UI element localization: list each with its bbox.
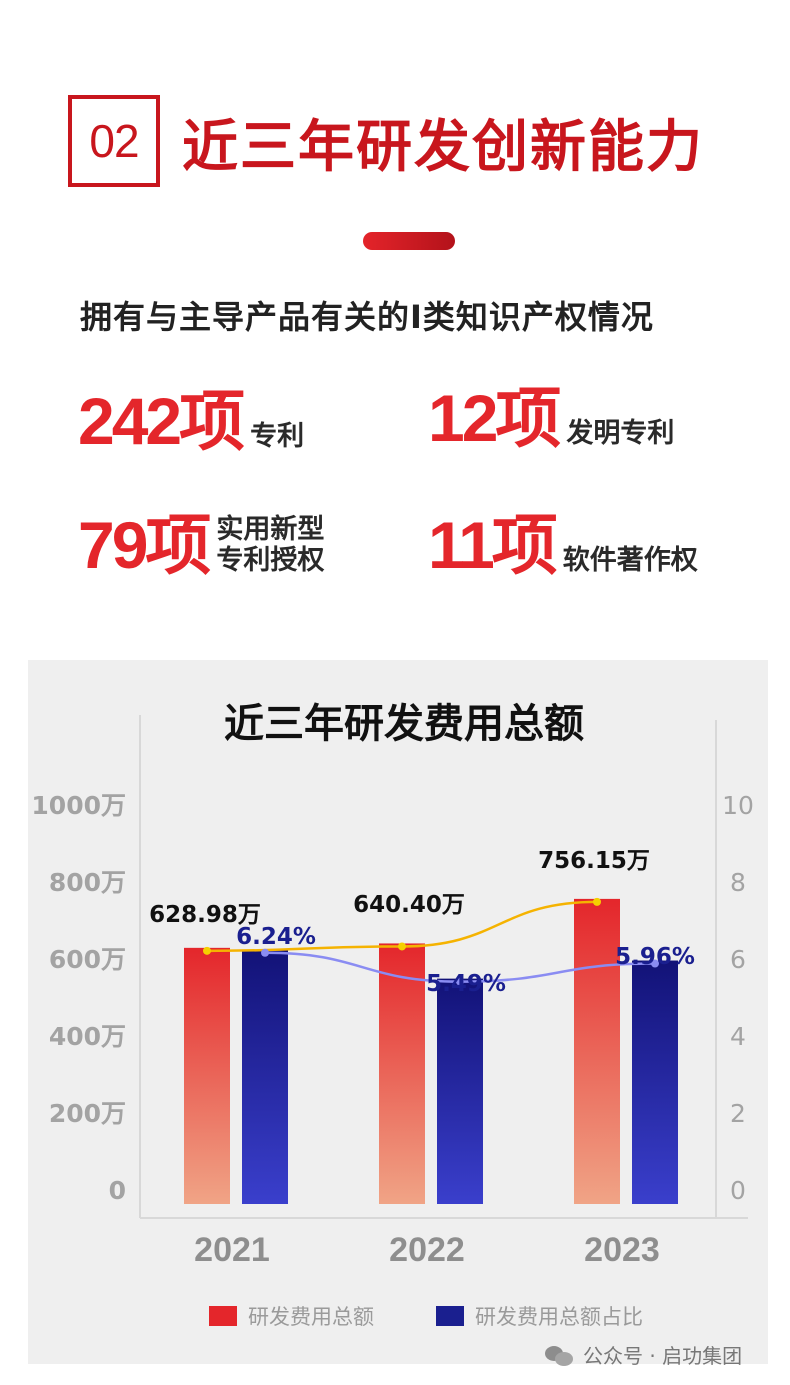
section-subtitle: 拥有与主导产品有关的I类知识产权情况 [80, 298, 654, 336]
x-axis-tick-label: 2022 [389, 1231, 465, 1269]
data-label-rd-ratio: 5.49% [426, 971, 506, 997]
stat-value: 12项 [428, 381, 561, 455]
page-title: 近三年研发创新能力 [182, 115, 704, 180]
stat-software-copyrights: 11项 软件著作权 [428, 512, 698, 578]
left-axis-tick-label: 600万 [49, 945, 126, 974]
right-axis-tick-label: 0 [730, 1176, 746, 1205]
bar-rd-ratio [437, 978, 483, 1204]
left-axis-tick-label: 1000万 [31, 791, 126, 820]
legend-swatch-rd-ratio [436, 1306, 464, 1326]
bar-rd-total [574, 898, 620, 1204]
point-rd-ratio [651, 959, 659, 968]
stat-patents: 242项 专利 [78, 388, 304, 454]
data-label-rd-ratio: 5.96% [615, 944, 695, 970]
section-number-box: 02 [68, 95, 160, 187]
stat-invention-patents: 12项 发明专利 [428, 385, 674, 451]
section-header: 02 近三年研发创新能力 [0, 0, 790, 260]
legend-label-rd-total: 研发费用总额 [248, 1305, 374, 1329]
stat-value: 11项 [428, 508, 558, 582]
stat-label: 实用新型 专利授权 [216, 514, 324, 576]
x-axis-tick-label: 2023 [584, 1231, 660, 1269]
chart-title: 近三年研发费用总额 [224, 701, 584, 747]
left-axis-tick-label: 800万 [49, 868, 126, 897]
right-axis-tick-label: 4 [730, 1022, 746, 1051]
bar-rd-total [379, 943, 425, 1204]
stat-label: 软件著作权 [562, 544, 698, 576]
bar-rd-ratio [242, 949, 288, 1204]
stat-label: 专利 [250, 420, 305, 452]
legend-label-rd-ratio: 研发费用总额占比 [475, 1305, 643, 1329]
data-label-rd-ratio: 6.24% [236, 924, 316, 950]
wechat-icon [545, 1344, 575, 1366]
point-rd-total [398, 942, 406, 951]
point-rd-ratio [261, 948, 269, 957]
stat-utility-patents: 79项 实用新型 专利授权 [78, 512, 324, 578]
left-axis-tick-label: 200万 [49, 1099, 126, 1128]
left-axis-tick-label: 400万 [49, 1022, 126, 1051]
section-number: 02 [89, 115, 139, 167]
x-axis-tick-label: 2021 [194, 1231, 270, 1269]
data-label-rd-total: 628.98万 [149, 902, 261, 928]
chart-canvas: 近三年研发费用总额 0 200万 400万 600万 800万 1000万 0 2 4 6 8 10 2… [31, 701, 754, 1329]
bar-rd-ratio [632, 960, 678, 1204]
watermark: 公众号 · 启功集团 [545, 1340, 742, 1369]
point-rd-total [593, 897, 601, 906]
point-rd-total [203, 946, 211, 955]
watermark-text: 公众号 · 启功集团 [583, 1344, 743, 1368]
right-axis-tick-label: 8 [730, 868, 746, 897]
right-axis-tick-label: 10 [722, 791, 754, 820]
left-axis-tick-label: 0 [109, 1176, 126, 1205]
right-axis-tick-label: 2 [730, 1099, 746, 1128]
right-axis-tick-label: 6 [730, 945, 746, 974]
data-label-rd-total: 640.40万 [353, 892, 465, 918]
data-label-rd-total: 756.15万 [538, 848, 650, 874]
stat-label-line2: 专利授权 [216, 544, 325, 576]
legend-swatch-rd-total [209, 1306, 237, 1326]
stat-value: 242项 [78, 384, 245, 458]
title-divider [363, 232, 455, 250]
stat-label: 发明专利 [566, 417, 675, 449]
point-rd-ratio [456, 977, 464, 986]
stat-value: 79项 [78, 508, 211, 582]
stat-label-line1: 实用新型 [216, 513, 325, 545]
rd-expense-chart: 近三年研发费用总额 0 200万 400万 600万 800万 1000万 0 2 4 6 8 10 2… [28, 660, 768, 1364]
bar-rd-total [184, 947, 230, 1204]
